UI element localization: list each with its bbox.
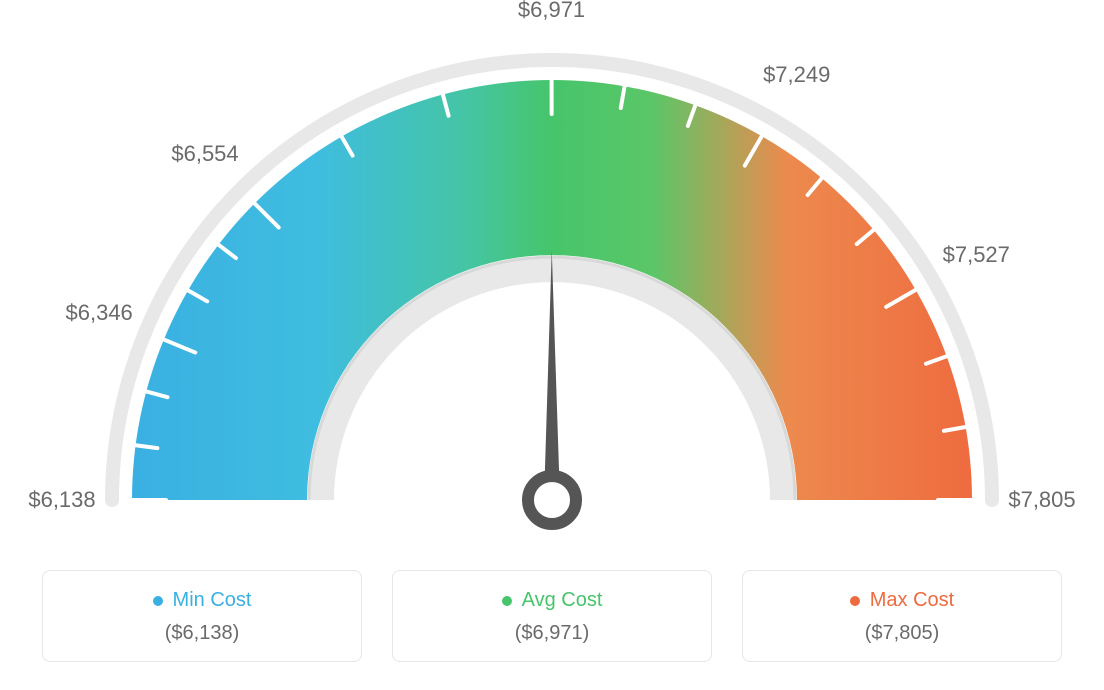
legend-title: Min Cost — [153, 589, 252, 612]
gauge-tick-label: $7,805 — [1008, 487, 1075, 513]
gauge-tick-label: $6,138 — [28, 487, 95, 513]
legend-value: ($6,971) — [403, 622, 701, 645]
legend-dot-icon — [502, 596, 512, 606]
legend-dot-icon — [153, 596, 163, 606]
legend-title-text: Max Cost — [870, 589, 954, 612]
legend-value: ($7,805) — [753, 622, 1051, 645]
legend-title: Avg Cost — [502, 589, 603, 612]
legend-card-avg: Avg Cost ($6,971) — [392, 570, 712, 662]
gauge-svg — [0, 0, 1104, 560]
gauge-tick-label: $6,971 — [518, 0, 585, 23]
legend-title-text: Avg Cost — [522, 589, 603, 612]
gauge-tick-label: $7,527 — [943, 242, 1010, 268]
legend-card-max: Max Cost ($7,805) — [742, 570, 1062, 662]
legend-title: Max Cost — [850, 589, 954, 612]
gauge-tick-label: $6,346 — [66, 300, 133, 326]
gauge-chart: $6,138 $6,346 $6,554 $6,971 $7,249 $7,527 $7,8… — [0, 0, 1104, 560]
legend-card-min: Min Cost ($6,138) — [42, 570, 362, 662]
legend-row: Min Cost ($6,138) Avg Cost ($6,971) Max Cost… — [0, 570, 1104, 662]
legend-title-text: Min Cost — [173, 589, 252, 612]
gauge-tick-label: $6,554 — [171, 141, 238, 167]
legend-value: ($6,138) — [53, 622, 351, 645]
legend-dot-icon — [850, 596, 860, 606]
gauge-tick-label: $7,249 — [763, 62, 830, 88]
